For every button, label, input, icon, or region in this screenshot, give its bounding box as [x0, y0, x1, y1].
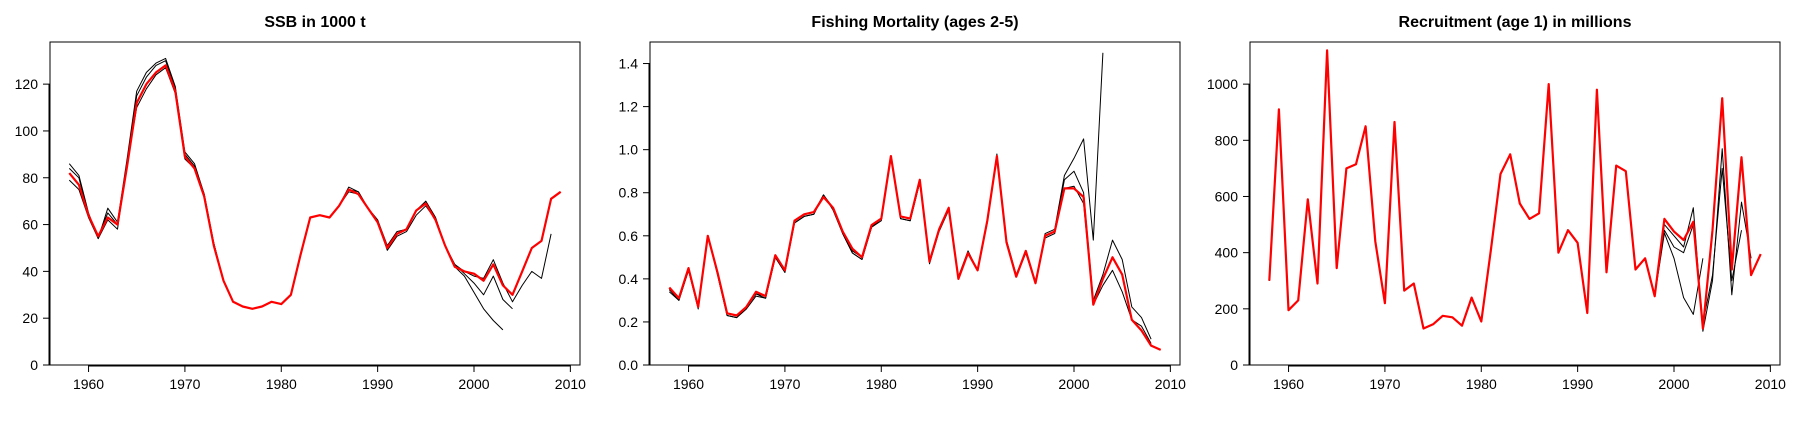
fishing-mortality-series-line-retro-2 — [668, 155, 1152, 344]
y-tick-label: 1.0 — [619, 142, 639, 158]
x-tick-label: 1990 — [362, 376, 393, 392]
y-tick-label: 1.4 — [619, 56, 639, 72]
recruitment-x-axis: 1960 1970 1980 1990 2000 2010 — [1273, 365, 1786, 392]
x-tick-label: 1960 — [73, 376, 104, 392]
x-tick-label: 1970 — [169, 376, 200, 392]
x-tick-label: 1970 — [769, 376, 800, 392]
y-tick-label: 0.4 — [619, 271, 639, 287]
y-tick-label: 120 — [15, 76, 39, 92]
recruitment-series-line-main — [1268, 49, 1762, 330]
x-tick-label: 2000 — [1658, 376, 1689, 392]
y-tick-label: 1.2 — [619, 99, 639, 115]
y-tick-label: 0.0 — [619, 357, 639, 373]
fishing-mortality-panel: Fishing Mortality (ages 2-5) 1960 1970 1980… — [619, 14, 1187, 392]
y-tick-label: 0.8 — [619, 185, 639, 201]
x-tick-label: 1960 — [1273, 376, 1304, 392]
ssb-series-line-retro-1 — [68, 57, 513, 310]
fishing-mortality-series-line-main — [668, 155, 1162, 351]
y-tick-label: 80 — [22, 170, 38, 186]
y-tick-label: 40 — [22, 263, 38, 279]
x-tick-label: 2010 — [1755, 376, 1786, 392]
x-tick-label: 1960 — [673, 376, 704, 392]
x-tick-label: 2010 — [555, 376, 586, 392]
y-tick-label: 1000 — [1207, 76, 1238, 92]
x-tick-label: 1980 — [1466, 376, 1497, 392]
y-tick-label: 0.2 — [619, 314, 639, 330]
x-tick-label: 1990 — [962, 376, 993, 392]
ssb-y-axis: 0 20 40 60 80 100 120 — [15, 76, 50, 373]
y-tick-label: 60 — [22, 217, 38, 233]
y-tick-label: 600 — [1215, 188, 1239, 204]
recruitment-title: Recruitment (age 1) in millions — [1399, 14, 1632, 31]
x-tick-label: 2000 — [458, 376, 489, 392]
recruitment-plot-frame — [1249, 41, 1781, 366]
recruitment-series-line-retro-1 — [1268, 49, 1742, 329]
y-tick-label: 400 — [1215, 245, 1239, 261]
y-tick-label: 0.6 — [619, 228, 639, 244]
x-tick-label: 1980 — [266, 376, 297, 392]
y-tick-label: 100 — [15, 123, 39, 139]
y-tick-label: 0 — [30, 357, 38, 373]
ssb-x-axis: 1960 1970 1980 1990 2000 2010 — [73, 365, 586, 392]
fishing-mortality-x-axis: 1960 1970 1980 1990 2000 2010 — [673, 365, 1186, 392]
x-tick-label: 1980 — [866, 376, 897, 392]
fishing-mortality-y-axis: 0.0 0.2 0.4 0.6 0.8 1.0 1.2 1.4 — [619, 56, 650, 373]
recruitment-series-line-retro-2 — [1268, 49, 1752, 332]
ssb-plot-frame — [49, 41, 581, 366]
y-tick-label: 20 — [22, 310, 38, 326]
fishing-mortality-plot-frame — [649, 41, 1181, 366]
x-tick-label: 1970 — [1369, 376, 1400, 392]
ssb-series-line-main — [68, 64, 562, 310]
x-tick-label: 2000 — [1058, 376, 1089, 392]
recruitment-y-axis: 0 200 400 600 800 1000 — [1207, 76, 1250, 373]
y-tick-label: 200 — [1215, 301, 1239, 317]
x-tick-label: 2010 — [1155, 376, 1186, 392]
ssb-title: SSB in 1000 t — [264, 14, 366, 31]
x-tick-label: 1990 — [1562, 376, 1593, 392]
y-tick-label: 800 — [1215, 132, 1239, 148]
y-tick-label: 0 — [1230, 357, 1238, 373]
fishing-mortality-title: Fishing Mortality (ages 2-5) — [811, 14, 1018, 31]
